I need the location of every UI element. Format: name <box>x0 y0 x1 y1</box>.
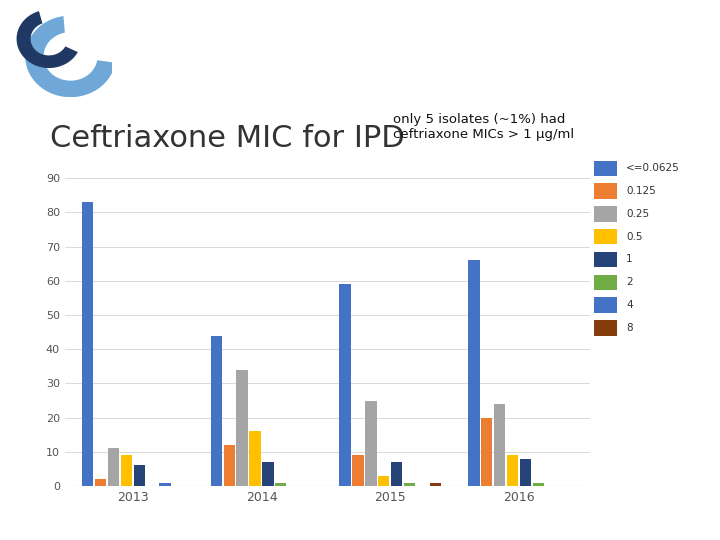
Bar <box>594 229 617 245</box>
Bar <box>339 284 351 486</box>
Bar <box>594 252 617 267</box>
Bar <box>236 370 248 486</box>
Bar <box>404 483 415 486</box>
Text: U.S. Pediatric Multicenter Pneumococcal Surveillance Study Group: U.S. Pediatric Multicenter Pneumococcal … <box>87 30 690 44</box>
Bar <box>108 448 119 486</box>
Bar <box>262 462 274 486</box>
Bar <box>275 483 287 486</box>
Bar <box>224 445 235 486</box>
Bar <box>391 462 402 486</box>
Text: Ceftriaxone MIC for IPD: Ceftriaxone MIC for IPD <box>50 124 405 153</box>
Bar <box>594 320 617 335</box>
Bar <box>481 417 492 486</box>
Text: only 5 isolates (~1%) had
ceftriaxone MICs > 1 μg/ml: only 5 isolates (~1%) had ceftriaxone MI… <box>393 113 575 141</box>
Text: 0.5: 0.5 <box>626 232 643 241</box>
Bar <box>133 465 145 486</box>
Text: 2: 2 <box>626 277 633 287</box>
Text: <=0.0625: <=0.0625 <box>626 163 680 173</box>
Bar <box>121 455 132 486</box>
Bar <box>378 476 390 486</box>
Bar <box>594 184 617 199</box>
Bar <box>594 206 617 221</box>
Text: 1: 1 <box>626 254 633 265</box>
Text: 8: 8 <box>626 323 633 333</box>
Bar <box>594 298 617 313</box>
Bar <box>594 160 617 176</box>
Bar <box>365 401 377 486</box>
Bar <box>533 483 544 486</box>
Bar <box>352 455 364 486</box>
Bar <box>520 458 531 486</box>
PathPatch shape <box>25 16 115 97</box>
Bar <box>507 455 518 486</box>
Bar <box>249 431 261 486</box>
Bar <box>468 260 480 486</box>
Bar <box>82 202 94 486</box>
Text: 4: 4 <box>626 300 633 310</box>
Bar <box>159 483 171 486</box>
Text: 0.125: 0.125 <box>626 186 656 196</box>
Bar <box>95 479 107 486</box>
Bar <box>211 335 222 486</box>
Text: 0.25: 0.25 <box>626 209 649 219</box>
Bar <box>494 404 505 486</box>
PathPatch shape <box>17 11 78 68</box>
Bar <box>594 274 617 290</box>
Bar <box>430 483 441 486</box>
